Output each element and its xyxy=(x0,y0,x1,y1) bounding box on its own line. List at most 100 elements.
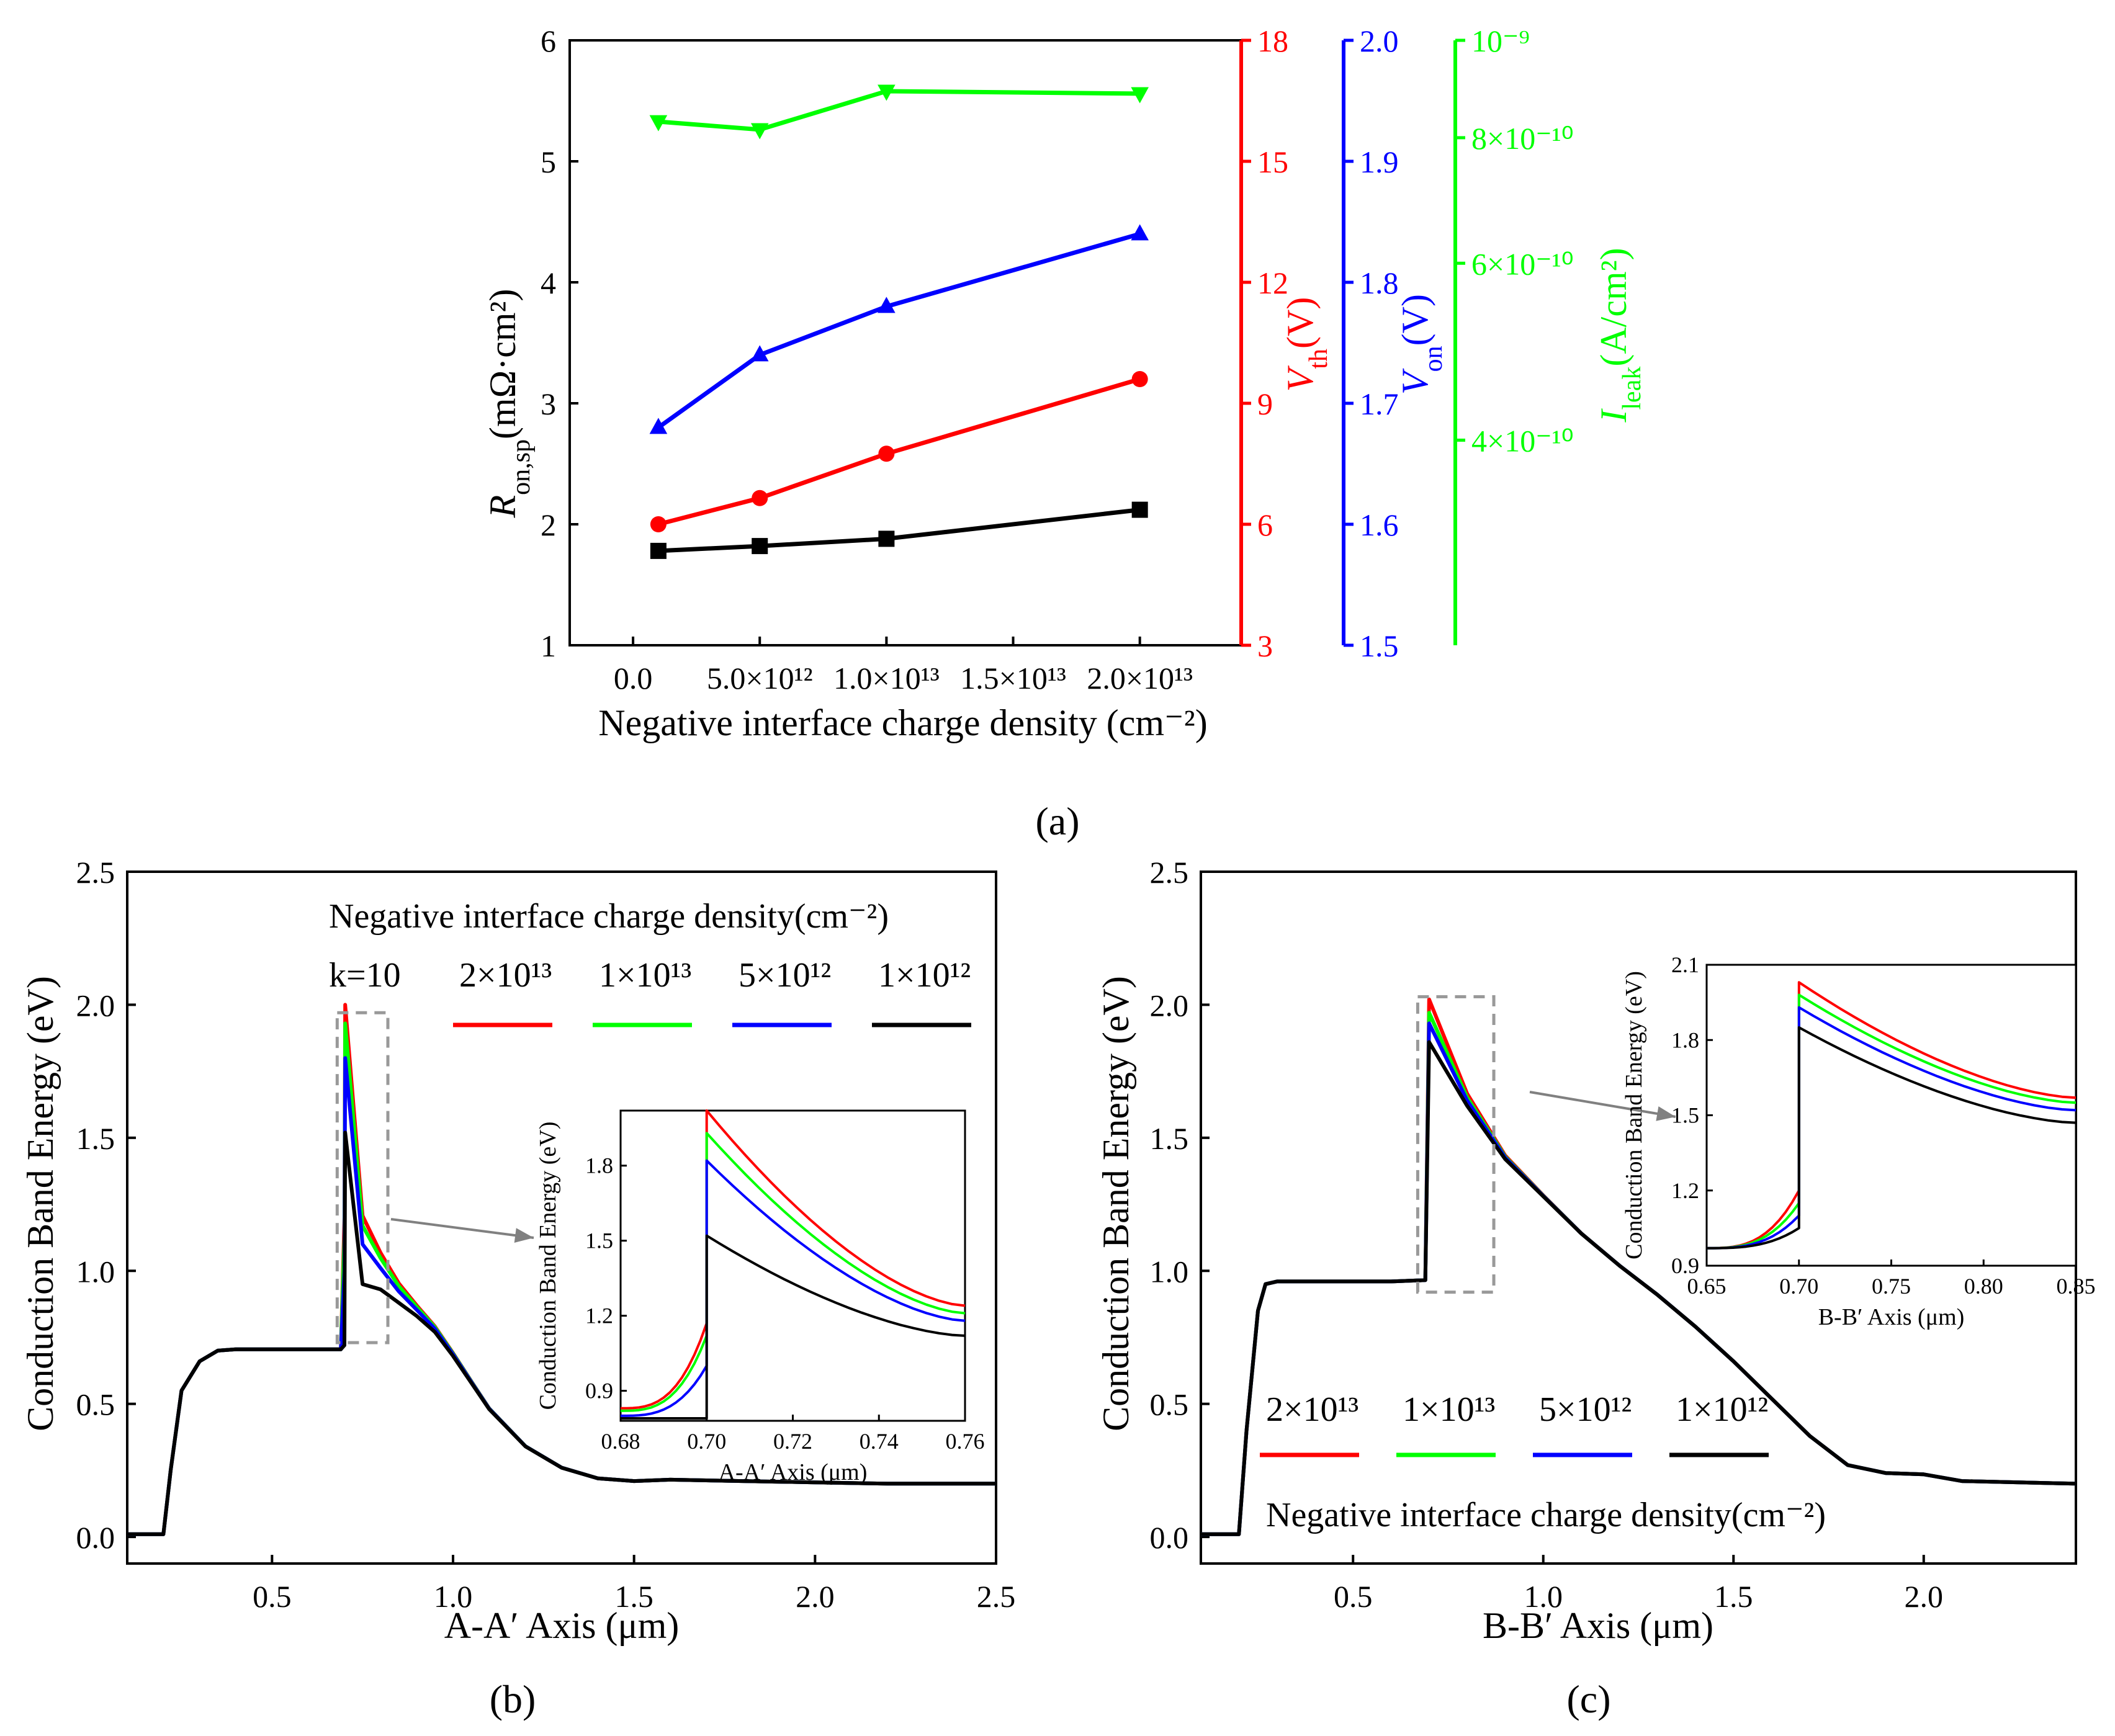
y-tick-label: 0.5 xyxy=(1150,1387,1189,1422)
y-tick-label: 2.5 xyxy=(76,855,115,890)
a-von-axis-label-sub: on xyxy=(1419,346,1448,372)
panel-a-label: (a) xyxy=(1035,799,1079,843)
inset-y-tick-label: 1.2 xyxy=(585,1304,613,1328)
inset-x-tick-label: 0.72 xyxy=(773,1429,812,1454)
a-series-line-Vth xyxy=(658,377,1141,527)
c-grid-legend-label: 1×10¹³ xyxy=(1403,1390,1495,1429)
a-point-Ron,sp xyxy=(650,542,667,559)
a-point-Ileak xyxy=(750,123,769,140)
a-point-Vth xyxy=(878,445,895,462)
y-tick-label: 1.0 xyxy=(1150,1254,1189,1289)
b-grid-arrow-head xyxy=(514,1228,534,1243)
c-grid-inset-x-label: B-B′ Axis (μm) xyxy=(1818,1304,1965,1330)
b-grid-arrow xyxy=(390,1218,534,1239)
inset-y-tick-label: 1.2 xyxy=(1671,1178,1699,1203)
a-point-Ileak xyxy=(649,115,668,132)
c-y-axis-label: Conduction Band Energy (eV) xyxy=(1095,976,1136,1431)
c-grid-inset-curve-3 xyxy=(1707,1026,2077,1250)
panel-a-chart: 0.0 5.0×10¹² 1.0×10¹³ 1.5×10¹³ 2.0×10¹³12345… xyxy=(482,24,1646,843)
x-tick-label: 1.5 xyxy=(614,1579,653,1614)
a-left-axis-label-main: R xyxy=(482,495,523,519)
b-legend-note: k=10 xyxy=(329,956,401,995)
a-tick-label-Von: 1.8 xyxy=(1360,266,1399,300)
inset-y-tick-label: 1.8 xyxy=(585,1153,613,1178)
a-tick-label-Vth: 18 xyxy=(1257,24,1288,58)
a-point-Von xyxy=(750,345,769,362)
inset-x-tick-label: 0.68 xyxy=(601,1429,640,1454)
c-grid-inset-y-label: Conduction Band Energy (eV) xyxy=(1621,971,1647,1259)
a-x-tick-label: 5.0×10¹² xyxy=(707,661,813,696)
a-tick-label-Ileak: 4×10⁻¹⁰ xyxy=(1471,423,1574,458)
inset-x-tick-label: 0.65 xyxy=(1687,1274,1727,1299)
a-tick-label-Ron,sp: 6 xyxy=(541,24,556,58)
b-legend-title: Negative interface charge density(cm⁻²) xyxy=(329,897,889,936)
a-x-tick-label: 0.0 xyxy=(614,661,653,696)
a-tick-label-Ron,sp: 3 xyxy=(541,387,556,421)
a-tick-label-Von: 2.0 xyxy=(1360,24,1399,58)
y-tick-label: 0.0 xyxy=(1150,1520,1189,1555)
a-tick-label-Vth: 12 xyxy=(1257,266,1288,300)
a-tick-label-Ileak: 8×10⁻¹⁰ xyxy=(1471,121,1574,156)
b-grid-legend-label: 2×10¹³ xyxy=(459,956,552,995)
a-series-line-Von xyxy=(657,231,1141,429)
a-tick-label-Von: 1.7 xyxy=(1360,387,1399,421)
y-tick-label: 2.5 xyxy=(1150,855,1189,890)
a-point-Von xyxy=(878,297,896,313)
a-x-tick-label: 1.5×10¹³ xyxy=(960,661,1066,696)
panel-b-chart: 0.5 1.0 1.5 2.0 2.5 0.0 0.5 1.0 1.5 2.0 2.5 2×10¹³ 1… xyxy=(20,855,1015,1721)
x-tick-label: 1.0 xyxy=(434,1579,473,1614)
b-grid-zoom-box xyxy=(335,1011,390,1345)
y-tick-label: 1.0 xyxy=(76,1254,115,1289)
b-grid-legend-label: 5×10¹² xyxy=(739,956,831,995)
x-tick-label: 2.0 xyxy=(1905,1579,1944,1614)
c-grid-legend-label: 2×10¹³ xyxy=(1266,1390,1358,1429)
inset-y-tick-label: 1.5 xyxy=(585,1228,613,1253)
a-tick-label-Ileak: 10⁻⁹ xyxy=(1471,24,1530,58)
a-vth-axis-label-main: V xyxy=(1280,365,1321,391)
b-grid-inset-x-label: A-A′ Axis (μm) xyxy=(719,1459,868,1485)
b-grid-inset-curve-1 xyxy=(620,1132,966,1412)
c-x-axis-label: B-B′ Axis (μm) xyxy=(1483,1605,1713,1646)
a-von-axis-label-rest: (V) xyxy=(1394,294,1435,346)
inset-x-tick-label: 0.75 xyxy=(1872,1274,1911,1299)
b-grid-curve-3 xyxy=(127,1130,996,1536)
c-grid-legend-label: 1×10¹² xyxy=(1676,1390,1768,1429)
a-x-axis-label: Negative interface charge density (cm⁻²) xyxy=(598,702,1207,743)
a-tick-label-Von: 1.9 xyxy=(1360,145,1399,179)
inset-y-tick-label: 1.5 xyxy=(1671,1103,1699,1128)
inset-x-tick-label: 0.70 xyxy=(687,1429,726,1454)
a-vth-axis-label: Vth(V) xyxy=(1280,297,1333,392)
y-tick-label: 0.0 xyxy=(76,1520,115,1555)
x-tick-label: 1.5 xyxy=(1714,1579,1753,1614)
inset-x-tick-label: 0.80 xyxy=(1964,1274,2003,1299)
a-x-tick-label: 2.0×10¹³ xyxy=(1087,661,1193,696)
y-tick-label: 0.5 xyxy=(76,1387,115,1422)
a-tick-label-Von: 1.5 xyxy=(1360,629,1399,663)
inset-x-tick-label: 0.70 xyxy=(1779,1274,1818,1299)
a-tick-label-Ron,sp: 2 xyxy=(541,508,556,542)
a-tick-label-Vth: 3 xyxy=(1257,629,1273,663)
a-tick-label-Vth: 6 xyxy=(1257,508,1273,542)
a-point-Ron,sp xyxy=(878,530,895,547)
inset-x-tick-label: 0.85 xyxy=(2057,1274,2096,1299)
a-point-Ileak xyxy=(878,84,896,101)
b-grid-inset-y-label: Conduction Band Energy (eV) xyxy=(535,1122,561,1410)
b-grid-legend-label: 1×10¹³ xyxy=(599,956,691,995)
a-tick-label-Ron,sp: 5 xyxy=(541,145,556,179)
a-series-line-Ron,sp xyxy=(658,508,1141,553)
panel-c-chart: 0.5 1.0 1.5 2.0 0.0 0.5 1.0 1.5 2.0 2.5 2×10¹³ 1×10… xyxy=(1095,855,2096,1721)
y-tick-label: 2.0 xyxy=(76,988,115,1022)
b-x-axis-label: A-A′ Axis (μm) xyxy=(444,1605,680,1646)
b-grid-legend-label: 1×10¹² xyxy=(878,956,971,995)
a-tick-label-Von: 1.6 xyxy=(1360,508,1399,542)
y-tick-label: 1.5 xyxy=(1150,1121,1189,1156)
a-tick-label-Ron,sp: 1 xyxy=(541,629,556,663)
panel-c-label: (c) xyxy=(1566,1677,1610,1721)
c-grid-arrow xyxy=(1529,1091,1676,1118)
x-tick-label: 2.5 xyxy=(977,1579,1016,1614)
b-grid-inset-curve-0 xyxy=(621,1109,966,1410)
c-legend-title: Negative interface charge density(cm⁻²) xyxy=(1266,1496,1826,1534)
c-grid-zoom-box xyxy=(1416,995,1496,1294)
a-point-Von xyxy=(1131,224,1149,241)
